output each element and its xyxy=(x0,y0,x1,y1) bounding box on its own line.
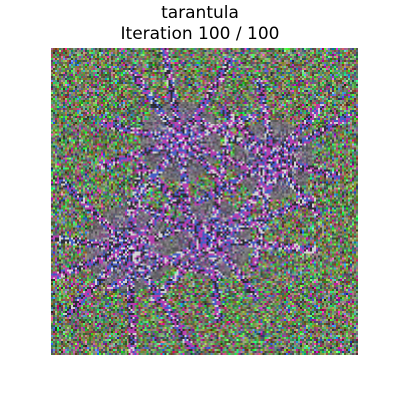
iteration-counter: Iteration 100 / 100 xyxy=(120,24,280,44)
class-label-title: tarantula xyxy=(161,3,239,23)
class-visualization-image xyxy=(51,48,358,355)
